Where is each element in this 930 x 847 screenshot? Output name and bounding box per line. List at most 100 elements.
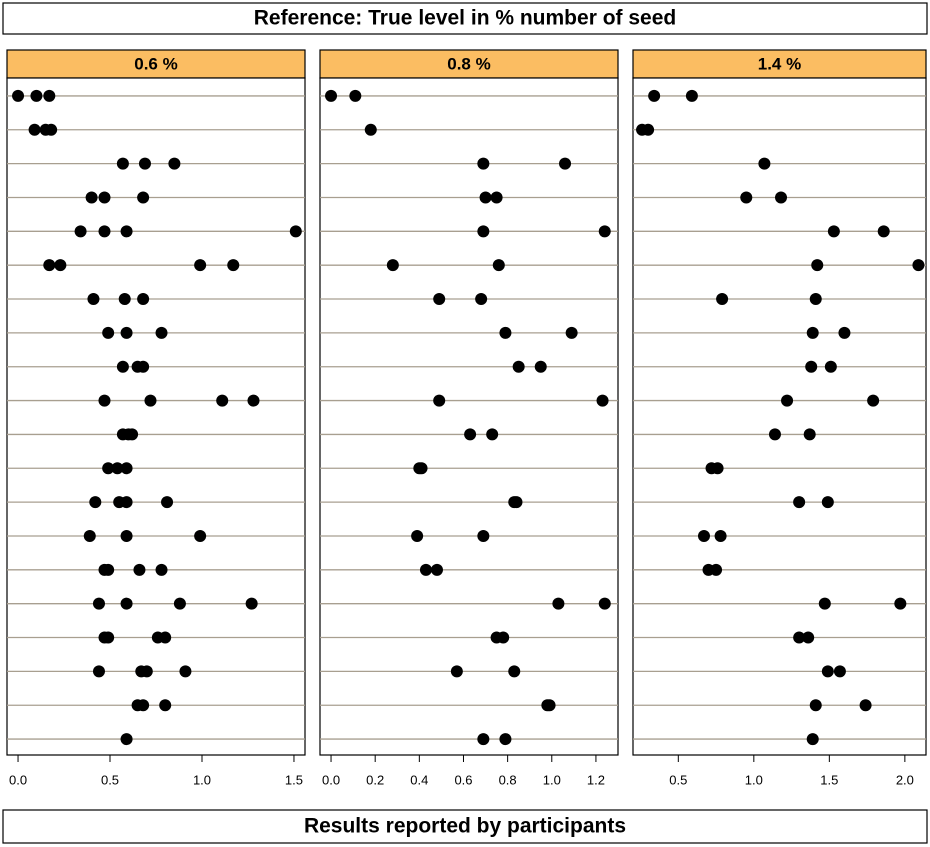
dot	[126, 428, 139, 441]
dot	[838, 326, 851, 339]
dot	[227, 259, 240, 272]
dot	[137, 699, 150, 712]
dot	[811, 259, 824, 272]
dot	[806, 733, 819, 746]
dot	[827, 225, 840, 238]
x-tick-label: 1.0	[193, 772, 211, 787]
dot	[510, 496, 523, 509]
panel	[319, 77, 619, 756]
dot	[486, 428, 499, 441]
xlabel-box	[2, 809, 928, 844]
dot	[411, 529, 424, 542]
dot	[325, 89, 338, 102]
dot	[477, 225, 490, 238]
dot	[120, 496, 133, 509]
dot	[433, 293, 446, 306]
dot	[711, 462, 724, 475]
dot	[120, 225, 133, 238]
x-tick-label: 1.5	[285, 772, 303, 787]
dot	[116, 360, 129, 373]
dot	[102, 462, 115, 475]
dot	[168, 157, 181, 170]
dot	[43, 89, 56, 102]
x-tick-label: 1.2	[587, 772, 605, 787]
dot	[349, 89, 362, 102]
dot	[450, 665, 463, 678]
dot	[802, 631, 815, 644]
dot	[28, 123, 41, 136]
dot	[173, 597, 186, 610]
dot	[479, 191, 492, 204]
strip	[319, 49, 619, 79]
x-axis-label: Results reported by participants	[304, 815, 626, 838]
dot	[120, 733, 133, 746]
dot	[194, 529, 207, 542]
dot	[138, 157, 151, 170]
dot	[140, 665, 153, 678]
dot	[697, 529, 710, 542]
dot	[98, 394, 111, 407]
dot	[120, 597, 133, 610]
dot	[710, 563, 723, 576]
x-tick-label: 0.0	[322, 772, 340, 787]
panel-title: 1.4 %	[758, 54, 801, 73]
dot	[118, 293, 131, 306]
dot	[43, 259, 56, 272]
dot	[137, 293, 150, 306]
dot	[194, 259, 207, 272]
dot	[120, 462, 133, 475]
dot	[821, 665, 834, 678]
x-tick-label: 1.0	[745, 772, 763, 787]
dot	[159, 631, 172, 644]
panel-title: 0.6 %	[134, 54, 177, 73]
dot	[867, 394, 880, 407]
dot	[289, 225, 302, 238]
dot	[179, 665, 192, 678]
dot	[534, 360, 547, 373]
dot	[216, 394, 229, 407]
dot	[116, 157, 129, 170]
dot	[598, 225, 611, 238]
dot	[477, 157, 490, 170]
dot	[508, 665, 521, 678]
dot	[120, 529, 133, 542]
dot	[806, 326, 819, 339]
dot	[30, 89, 43, 102]
x-tick-label: 0.8	[499, 772, 517, 787]
dot	[543, 699, 556, 712]
x-tick-label: 0.5	[101, 772, 119, 787]
dot	[161, 496, 174, 509]
dot	[98, 225, 111, 238]
panel	[632, 77, 927, 756]
dot	[768, 428, 781, 441]
dot	[821, 496, 834, 509]
dot	[512, 360, 525, 373]
dot	[642, 123, 655, 136]
dot	[859, 699, 872, 712]
strip	[632, 49, 927, 79]
dot	[477, 733, 490, 746]
dot	[133, 563, 146, 576]
dot	[475, 293, 488, 306]
dot	[155, 326, 168, 339]
dot	[809, 699, 822, 712]
dot	[83, 529, 96, 542]
dot	[685, 89, 698, 102]
dot	[74, 225, 87, 238]
dot	[497, 631, 510, 644]
dot	[54, 259, 67, 272]
x-tick-label: 0.2	[366, 772, 384, 787]
dot	[245, 597, 258, 610]
dot	[247, 394, 260, 407]
dot	[793, 496, 806, 509]
dot	[758, 157, 771, 170]
chart-title: Reference: True level in % number of see…	[254, 7, 676, 30]
dot	[499, 326, 512, 339]
dot	[877, 225, 890, 238]
dot	[499, 733, 512, 746]
dot	[464, 428, 477, 441]
dot	[144, 394, 157, 407]
x-tick-label: 0.6	[454, 772, 472, 787]
dot	[598, 597, 611, 610]
